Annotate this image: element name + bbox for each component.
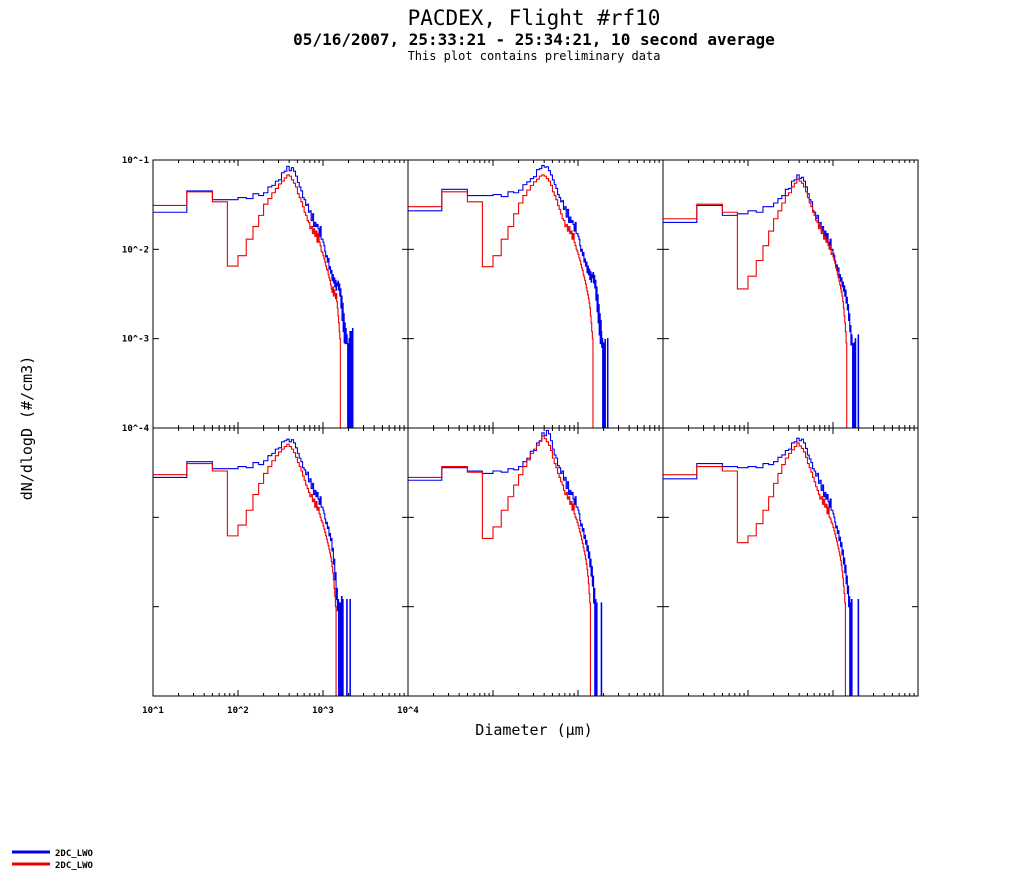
series-blue-line (153, 438, 364, 696)
preliminary-data-note: This plot contains preliminary data (408, 49, 661, 63)
panel-frame (407, 427, 664, 697)
series-blue-line (663, 437, 867, 696)
x-tick-label: 10^3 (312, 706, 334, 716)
series-red-line (408, 174, 603, 428)
panel-ticks (662, 427, 918, 697)
y-tick-label: 10^-3 (122, 335, 149, 345)
panel-frame (407, 159, 664, 429)
panel-ticks (152, 159, 408, 429)
chart-subtitle: 05/16/2007, 25:33:21 - 25:34:21, 10 seco… (293, 30, 775, 49)
panel-ticks (407, 427, 663, 697)
series-blue-line (408, 164, 619, 428)
x-tick-labels: 10^1 10^2 10^3 10^4 (142, 706, 419, 716)
panel-1 (152, 159, 409, 429)
panel-grid (152, 159, 919, 697)
x-axis-label: Diameter (µm) (475, 721, 592, 739)
y-tick-label: 10^-1 (122, 156, 149, 166)
y-tick-labels: 10^-1 10^-2 10^-3 10^-4 (122, 156, 150, 434)
x-tick-label: 10^1 (142, 706, 164, 716)
y-tick-label: 10^-2 (122, 245, 149, 255)
series-red-line (153, 174, 350, 428)
panel-ticks (152, 427, 408, 697)
panel-3 (662, 159, 919, 429)
series-blue-line (153, 165, 364, 428)
series-red-line (408, 435, 603, 696)
panel-frame (662, 159, 919, 429)
series-red-line (663, 442, 858, 696)
panel-frame (662, 427, 919, 697)
panel-6 (662, 427, 919, 697)
legend-label: 2DC_LWO (55, 849, 94, 859)
panel-frame (152, 159, 409, 429)
series-blue-line (663, 174, 867, 428)
panel-4 (152, 427, 409, 697)
chart-title: PACDEX, Flight #rf10 (408, 6, 661, 30)
y-axis-label: dN/dlogD (#/cm3) (18, 356, 36, 501)
panel-frame (152, 427, 409, 697)
y-tick-label: 10^-4 (122, 424, 150, 434)
legend-label: 2DC_LWO (55, 861, 94, 871)
series-blue-line (408, 429, 619, 696)
series-red-line (663, 178, 858, 428)
x-tick-label: 10^4 (397, 706, 419, 716)
panel-ticks (407, 159, 663, 429)
panel-5 (407, 427, 664, 697)
x-tick-label: 10^2 (227, 706, 249, 716)
legend: 2DC_LWO 2DC_LWO (12, 849, 94, 871)
series-red-line (153, 443, 348, 696)
panel-2 (407, 159, 664, 429)
panel-ticks (662, 159, 918, 429)
